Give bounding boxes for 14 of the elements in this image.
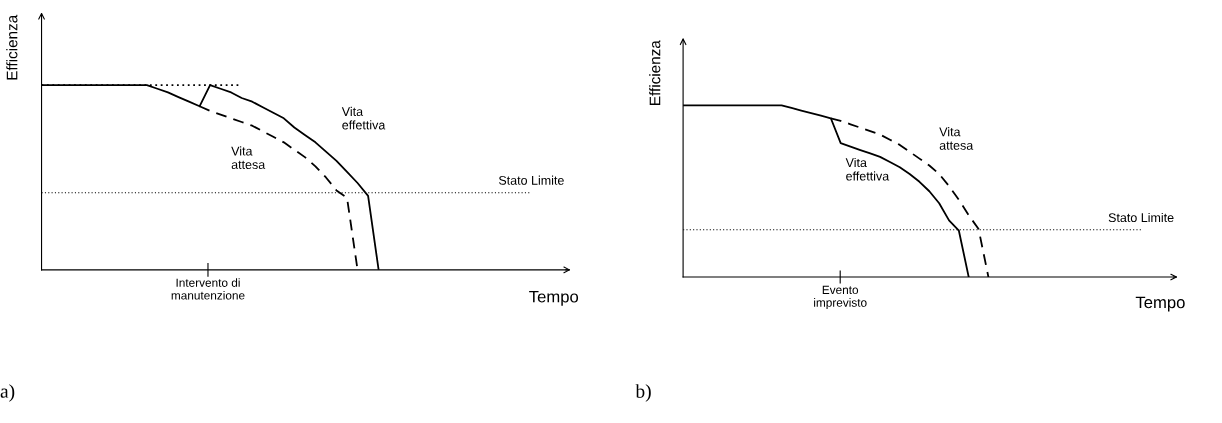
ref-line-label: Stato Limite xyxy=(1108,212,1174,223)
y-axis-title: Efficienza xyxy=(649,40,661,105)
annotation: Vita effettiva xyxy=(341,106,386,130)
annotation: Vita attesa xyxy=(939,127,974,150)
text: Evento imprevisto xyxy=(814,285,867,310)
y-axis-title: Efficienza xyxy=(6,14,18,80)
annotation: Vita attesa xyxy=(231,146,266,170)
x-axis-title: Tempo xyxy=(529,290,579,306)
ref-line-label: Stato Limite xyxy=(498,175,564,185)
text: Intervento di manutenzione xyxy=(171,278,245,300)
text: b) xyxy=(635,384,651,402)
text: a) xyxy=(0,384,15,402)
annotation: Vita effettiva xyxy=(845,157,890,181)
x-axis-title: Tempo xyxy=(1135,296,1185,312)
